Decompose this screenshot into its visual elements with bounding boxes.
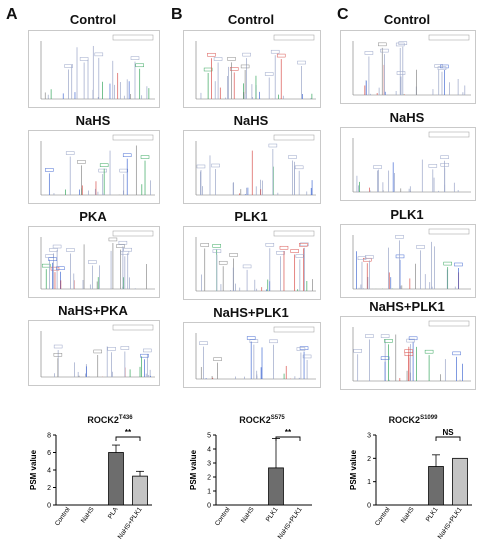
- y-tick-label: 4: [47, 468, 51, 475]
- spectrum-title-b-control: Control: [227, 12, 275, 27]
- y-tick-label: 6: [47, 450, 51, 457]
- spectrum-title-c-control: Control: [383, 12, 431, 27]
- significance-bracket: [275, 436, 301, 441]
- ms-spectrum-b-nahs-plk1: [183, 322, 321, 388]
- x-tick-label: NaHS+PLK1: [277, 506, 304, 541]
- y-tick-label: 3: [367, 433, 371, 440]
- y-axis-label: PSM value: [189, 449, 198, 490]
- x-tick-label: NaHS: [80, 506, 96, 525]
- ms-spectrum-c-nahs-plk1: [340, 316, 476, 390]
- bar-3: [132, 475, 148, 506]
- y-tick-label: 1: [207, 489, 211, 496]
- ms-spectrum-b-plk1: [183, 226, 321, 300]
- spectrum-title-a-nahs: NaHS: [75, 113, 111, 128]
- significance-label: **: [125, 428, 132, 437]
- spectrum-title-a-nahs-pka: NaHS+PKA: [58, 303, 128, 318]
- bar-chart-b: 0 1 2 3 4 5 PSM value Control NaHS PLK1 NaHS+PLK1 *…: [160, 425, 320, 550]
- significance-bracket: [115, 436, 141, 441]
- x-tick-label: Control: [374, 506, 392, 528]
- spectrum-title-a-control: Control: [69, 12, 117, 27]
- x-tick-label: NaHS+PLK1: [437, 506, 464, 541]
- y-tick-label: 4: [207, 447, 211, 454]
- x-tick-label: NaHS: [400, 506, 416, 525]
- bar-2: [268, 467, 284, 506]
- bar-2: [108, 452, 124, 506]
- y-axis-label: PSM value: [29, 449, 38, 490]
- ms-spectrum-a-control: [28, 30, 160, 108]
- chart-title-b-main: ROCK2: [239, 415, 271, 425]
- ms-spectrum-a-pka: [28, 226, 160, 298]
- ms-spectrum-b-nahs: [183, 130, 321, 204]
- y-tick-label: 3: [207, 461, 211, 468]
- bar-chart-c: 0 1 2 3 PSM value Control NaHS PLK1 NaHS+PLK1 NS: [320, 425, 480, 550]
- y-axis-label: PSM value: [349, 449, 358, 490]
- significance-label: **: [285, 428, 292, 437]
- significance-bracket: [435, 436, 461, 441]
- significance-label: NS: [442, 428, 454, 437]
- panel-label-a: A: [6, 6, 18, 23]
- bar-3: [452, 457, 468, 506]
- y-tick-label: 0: [367, 503, 371, 510]
- panel-label-b: B: [171, 6, 183, 23]
- ms-spectrum-c-nahs: [340, 127, 476, 201]
- chart-title-c-sup: S1099: [420, 415, 438, 421]
- y-tick-label: 1: [367, 479, 371, 486]
- chart-title-b: ROCK2S575: [212, 415, 312, 425]
- chart-title-a: ROCK2T436: [60, 415, 160, 425]
- bar-chart-a: 0 2 4 6 8 PSM value Control NaHS PLA NaHS+PLK1 **: [0, 425, 160, 550]
- ms-spectrum-a-nahs: [28, 130, 160, 204]
- spectrum-title-a-pka: PKA: [79, 209, 107, 224]
- x-tick-label: Control: [54, 506, 72, 528]
- y-tick-label: 8: [47, 433, 51, 440]
- x-tick-label: NaHS+PLK1: [117, 506, 144, 541]
- y-tick-label: 2: [207, 475, 211, 482]
- ms-spectrum-a-nahs-pka: [28, 320, 160, 386]
- ms-spectrum-b-control: [183, 30, 321, 108]
- chart-title-b-sup: S575: [270, 415, 285, 421]
- chart-title-a-main: ROCK2: [87, 415, 119, 425]
- ms-spectrum-c-control: [340, 30, 476, 104]
- chart-title-c: ROCK2S1099: [363, 415, 463, 425]
- x-tick-label: PLA: [107, 506, 120, 521]
- y-tick-label: 0: [207, 503, 211, 510]
- panel-label-c: C: [337, 6, 349, 23]
- spectrum-title-c-plk1: PLK1: [390, 207, 424, 222]
- y-tick-label: 0: [47, 503, 51, 510]
- x-tick-label: PLK1: [425, 506, 440, 523]
- chart-title-c-main: ROCK2: [388, 415, 421, 425]
- spectrum-title-c-nahs-plk1: NaHS+PLK1: [369, 299, 445, 314]
- x-tick-label: NaHS: [240, 506, 256, 525]
- ms-spectrum-c-plk1: [340, 224, 476, 298]
- spectrum-title-b-nahs-plk1: NaHS+PLK1: [213, 305, 289, 320]
- spectrum-title-b-plk1: PLK1: [234, 209, 268, 224]
- spectrum-title-c-nahs: NaHS: [389, 110, 425, 125]
- x-tick-label: PLK1: [265, 506, 280, 523]
- y-tick-label: 2: [367, 456, 371, 463]
- y-tick-label: 5: [207, 433, 211, 440]
- y-tick-label: 2: [47, 485, 51, 492]
- bar-2: [428, 466, 444, 506]
- spectrum-title-b-nahs: NaHS: [233, 113, 269, 128]
- x-tick-label: Control: [214, 506, 232, 528]
- chart-title-a-sup: T436: [118, 415, 133, 421]
